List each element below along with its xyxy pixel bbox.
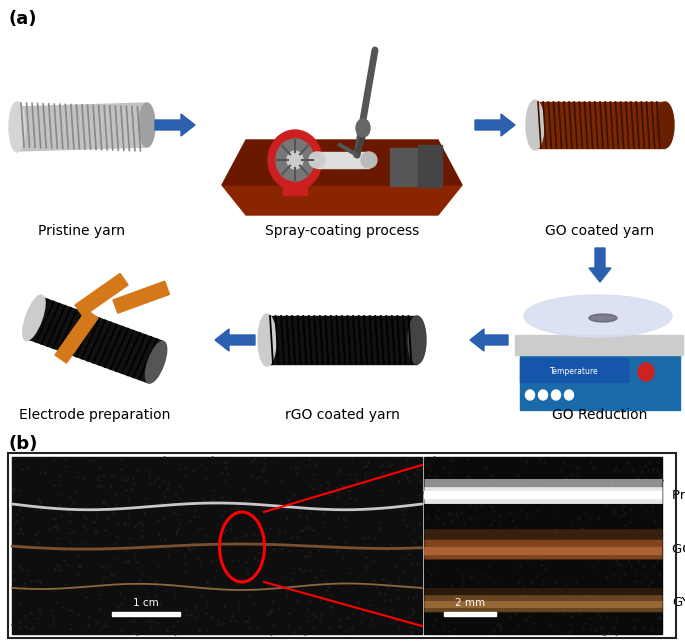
Ellipse shape <box>564 390 573 400</box>
Bar <box>112 612 180 616</box>
Ellipse shape <box>638 363 654 381</box>
Ellipse shape <box>287 151 303 169</box>
Bar <box>520 350 680 410</box>
Bar <box>515 335 683 355</box>
Bar <box>75 273 128 317</box>
Text: GO Reduction: GO Reduction <box>552 408 648 422</box>
FancyArrow shape <box>589 248 611 282</box>
Bar <box>390 148 420 186</box>
Bar <box>8 453 676 638</box>
Bar <box>283 183 307 195</box>
Text: Pristine yarn: Pristine yarn <box>672 489 685 501</box>
Text: (a): (a) <box>8 10 36 28</box>
Text: (b): (b) <box>8 435 38 453</box>
Ellipse shape <box>526 100 544 150</box>
Ellipse shape <box>139 103 155 147</box>
Ellipse shape <box>309 152 325 168</box>
Ellipse shape <box>258 314 276 366</box>
Text: GO coated yarn: GO coated yarn <box>672 542 685 555</box>
Text: Electrode preparation: Electrode preparation <box>19 408 171 422</box>
Polygon shape <box>27 297 164 383</box>
Bar <box>113 281 169 313</box>
Ellipse shape <box>538 390 547 400</box>
Ellipse shape <box>525 390 534 400</box>
Ellipse shape <box>551 390 560 400</box>
Text: Spray-coating process: Spray-coating process <box>265 224 419 238</box>
Bar <box>424 457 662 634</box>
Bar <box>12 457 422 634</box>
Ellipse shape <box>589 314 617 322</box>
Ellipse shape <box>276 139 314 181</box>
Bar <box>520 358 628 382</box>
Polygon shape <box>222 185 462 215</box>
Bar <box>55 310 98 363</box>
Text: Pristine yarn: Pristine yarn <box>38 224 125 238</box>
Text: rGO coated yarn: rGO coated yarn <box>284 408 399 422</box>
FancyArrow shape <box>155 114 195 136</box>
Bar <box>444 612 496 616</box>
Text: 1 cm: 1 cm <box>133 598 159 608</box>
Ellipse shape <box>268 130 322 190</box>
Polygon shape <box>267 316 417 364</box>
FancyArrow shape <box>470 329 508 351</box>
Ellipse shape <box>23 295 45 340</box>
Ellipse shape <box>361 152 377 168</box>
Ellipse shape <box>145 342 166 383</box>
FancyArrow shape <box>215 329 255 351</box>
Ellipse shape <box>533 300 663 332</box>
Ellipse shape <box>656 102 674 148</box>
Bar <box>317 152 369 168</box>
Polygon shape <box>535 102 665 148</box>
Text: 2 mm: 2 mm <box>455 598 485 608</box>
Ellipse shape <box>408 316 426 364</box>
Text: Temperature: Temperature <box>549 367 598 376</box>
Bar <box>418 145 442 187</box>
Text: GYS: GYS <box>672 596 685 609</box>
Ellipse shape <box>9 102 25 152</box>
Ellipse shape <box>356 119 370 137</box>
Polygon shape <box>17 103 147 151</box>
FancyArrow shape <box>475 114 515 136</box>
Ellipse shape <box>524 295 672 337</box>
Polygon shape <box>222 140 462 185</box>
Text: GO coated yarn: GO coated yarn <box>545 224 655 238</box>
